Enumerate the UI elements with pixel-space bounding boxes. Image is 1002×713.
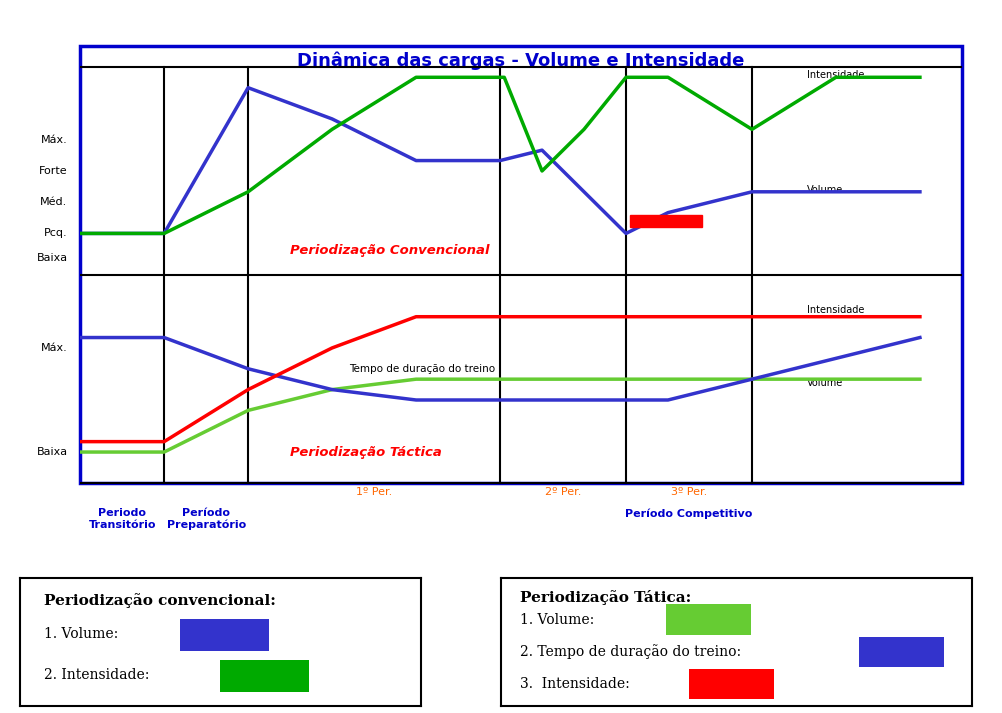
Text: Periodo
Transitório: Periodo Transitório (88, 508, 156, 530)
Text: 3º Per.: 3º Per. (671, 486, 707, 496)
Bar (859, 637, 944, 667)
Text: Periodização Táctica: Periodização Táctica (291, 446, 442, 458)
Text: Méd.: Méd. (40, 198, 67, 207)
Text: Volume: Volume (807, 379, 843, 389)
Text: 1. Volume:: 1. Volume: (520, 613, 594, 627)
Text: Máx.: Máx. (41, 135, 67, 145)
Text: 1. Volume:: 1. Volume: (44, 627, 118, 641)
Text: 3.  Intensidade:: 3. Intensidade: (520, 677, 629, 691)
Bar (665, 605, 750, 635)
Bar (180, 619, 269, 651)
Text: Período
Preparatório: Período Preparatório (166, 508, 245, 530)
Bar (220, 660, 309, 692)
Text: Periodização Tática:: Periodização Tática: (520, 590, 691, 605)
Text: Tempo de duração do treino: Tempo de duração do treino (349, 364, 495, 374)
Text: Período Competitivo: Período Competitivo (625, 508, 753, 519)
Text: Baixa: Baixa (36, 447, 67, 457)
Text: Dinâmica das cargas - Volume e Intensidade: Dinâmica das cargas - Volume e Intensida… (298, 51, 744, 70)
Text: Intensidade: Intensidade (807, 305, 864, 315)
Bar (80, 46, 962, 483)
Text: 2. Tempo de duração do treino:: 2. Tempo de duração do treino: (520, 645, 740, 660)
Text: Forte: Forte (39, 166, 67, 176)
Text: 2º Per.: 2º Per. (545, 486, 581, 496)
Text: 2. Intensidade:: 2. Intensidade: (44, 668, 149, 682)
Text: Volume: Volume (807, 185, 843, 195)
Text: Periodização Convencional: Periodização Convencional (291, 244, 490, 257)
Text: Intensidade: Intensidade (807, 70, 864, 80)
Text: Máx.: Máx. (41, 343, 67, 353)
Bar (689, 669, 775, 699)
Text: 1º Per.: 1º Per. (356, 486, 392, 496)
Bar (630, 215, 701, 227)
Text: Periodização convencional:: Periodização convencional: (44, 593, 276, 608)
Text: Pcq.: Pcq. (44, 228, 67, 238)
Text: Baixa: Baixa (36, 253, 67, 263)
